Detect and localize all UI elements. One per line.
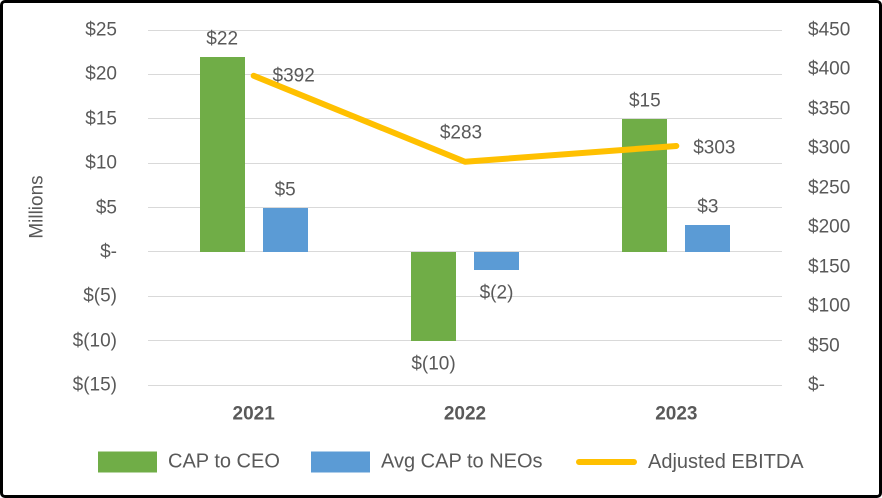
left-axis-tick: $15 — [85, 108, 117, 130]
legend-item-adjusted-ebitda: Adjusted EBITDA — [576, 452, 804, 472]
bar-avg-cap-to-neos-2023 — [685, 225, 731, 252]
right-axis-tick: $- — [808, 374, 825, 396]
data-label-avg-cap-to-neos-2022: $(2) — [479, 282, 514, 304]
data-label-cap-to-ceo-2022: $(10) — [411, 353, 456, 375]
gridline — [148, 251, 782, 253]
left-axis-tick: $(5) — [83, 285, 117, 307]
gridline — [148, 295, 782, 297]
data-label-cap-to-ceo-2023: $15 — [628, 90, 661, 112]
data-label-cap-to-ceo-2021: $22 — [206, 28, 239, 50]
data-label-adjusted-ebitda-2022: $283 — [439, 122, 483, 144]
legend-label-avg-cap-to-neos: Avg CAP to NEOs — [381, 450, 543, 473]
x-axis-label-2022: 2022 — [443, 403, 487, 425]
right-axis-tick: $350 — [808, 98, 851, 120]
legend-label-cap-to-ceo: CAP to CEO — [168, 450, 280, 473]
right-axis-tick: $400 — [808, 58, 851, 80]
right-axis-tick: $100 — [808, 295, 851, 317]
left-axis-tick: $(10) — [72, 330, 117, 352]
gridline — [148, 207, 782, 208]
right-axis-tick: $200 — [808, 216, 851, 238]
legend-bar-swatch-avg-cap-to-neos — [311, 451, 370, 472]
left-axis-title: Millions — [26, 175, 48, 239]
right-axis-tick: $150 — [808, 256, 851, 278]
gridline — [148, 340, 782, 342]
bar-avg-cap-to-neos-2021 — [262, 207, 308, 252]
bar-cap-to-ceo-2021 — [199, 56, 245, 252]
legend-line-swatch-adjusted-ebitda — [576, 458, 637, 465]
right-axis-tick: $250 — [808, 177, 851, 199]
right-axis-tick: $50 — [808, 335, 840, 357]
left-axis-tick: $- — [100, 241, 117, 263]
legend-item-cap-to-ceo: CAP to CEO — [98, 451, 280, 472]
legend-item-avg-cap-to-neos: Avg CAP to NEOs — [311, 451, 543, 472]
data-label-adjusted-ebitda-2023: $303 — [693, 137, 736, 159]
right-axis-tick: $450 — [808, 19, 851, 41]
bar-avg-cap-to-neos-2022 — [474, 251, 519, 270]
left-axis-tick: $20 — [85, 63, 117, 85]
right-axis-tick: $300 — [808, 137, 851, 159]
data-label-adjusted-ebitda-2021: $392 — [272, 65, 315, 87]
left-axis-tick: $25 — [85, 19, 117, 41]
left-axis-tick: $(15) — [72, 374, 117, 396]
x-axis-label-2023: 2023 — [655, 403, 698, 425]
data-label-avg-cap-to-neos-2023: $3 — [697, 196, 719, 218]
legend-bar-swatch-cap-to-ceo — [98, 451, 157, 472]
left-axis-tick: $5 — [95, 197, 117, 218]
left-axis-tick: $10 — [85, 152, 117, 174]
bar-cap-to-ceo-2023 — [622, 118, 668, 252]
bar-cap-to-ceo-2022 — [411, 251, 456, 341]
legend-label-adjusted-ebitda: Adjusted EBITDA — [648, 450, 804, 473]
gridline — [148, 29, 782, 31]
gridline — [148, 384, 782, 386]
x-axis-label-2021: 2021 — [232, 403, 275, 425]
data-label-avg-cap-to-neos-2021: $5 — [274, 179, 296, 200]
line-series-layer — [250, 72, 680, 165]
